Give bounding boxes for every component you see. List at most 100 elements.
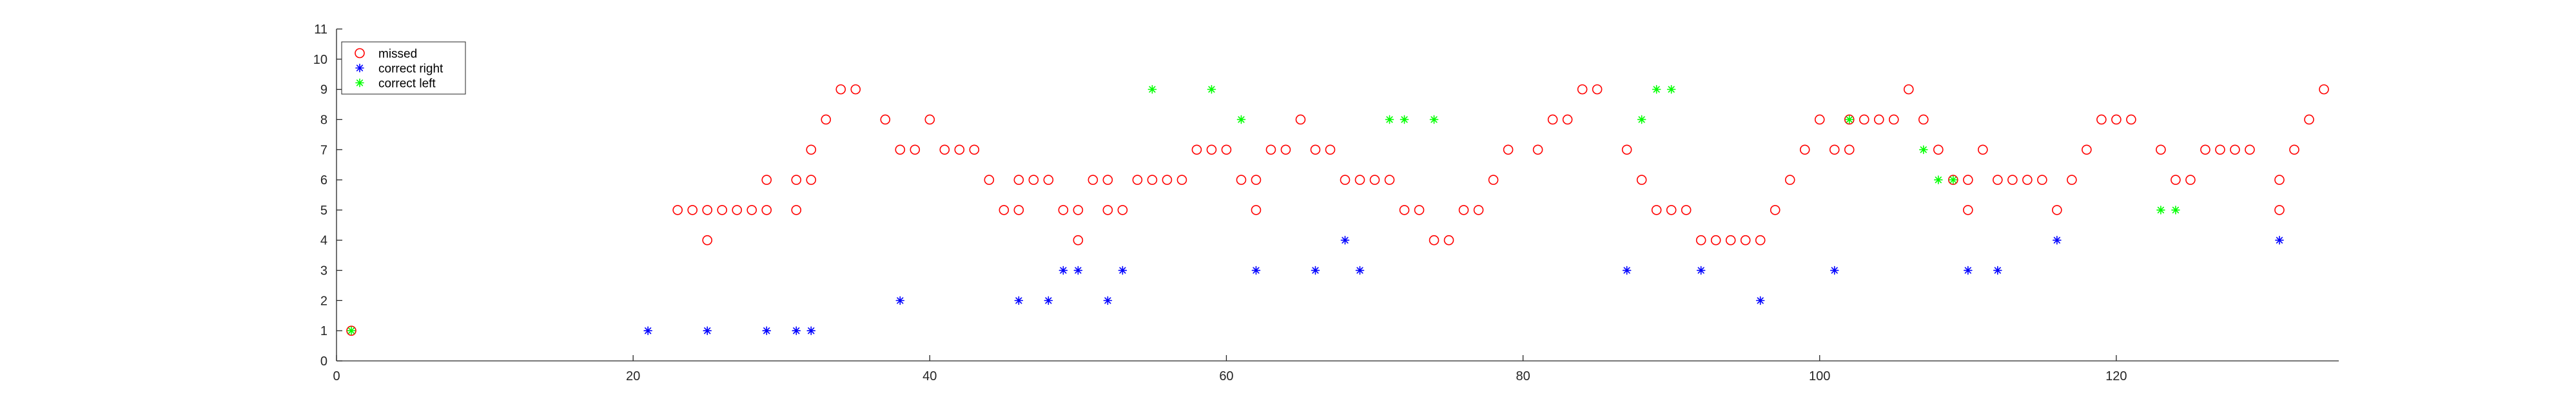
data-point (1400, 115, 1409, 124)
data-point (2037, 175, 2047, 185)
data-point (1592, 84, 1603, 95)
series-correct-right (643, 235, 2284, 335)
data-point (761, 205, 772, 215)
data-point (1088, 175, 1098, 185)
data-point (1770, 205, 1781, 215)
y-tick-label: 8 (320, 113, 327, 127)
y-tick-label: 4 (320, 234, 327, 248)
data-point (1355, 266, 1365, 275)
y-tick-label: 7 (320, 143, 327, 157)
data-point (1532, 144, 1543, 155)
data-point (1829, 144, 1840, 155)
data-point (939, 144, 950, 155)
data-point (1949, 175, 1958, 184)
data-point (895, 144, 906, 155)
data-point (1207, 84, 1216, 94)
data-point (1059, 266, 1068, 275)
data-point (346, 325, 356, 336)
data-point (1191, 144, 1202, 155)
x-tick-label: 80 (1516, 369, 1530, 383)
data-point (1044, 296, 1053, 305)
data-point (717, 205, 727, 215)
data-point (2319, 84, 2329, 95)
legend-marker (355, 48, 365, 59)
legend-label: missed (378, 48, 417, 61)
data-point (2156, 206, 2165, 215)
legend-marker (355, 78, 364, 88)
data-point (1918, 145, 1928, 155)
data-point (1622, 266, 1632, 275)
data-point (1310, 144, 1321, 155)
data-point (1414, 205, 1425, 215)
data-point (1636, 175, 1647, 185)
data-point (2067, 175, 2077, 185)
data-point (2082, 144, 2092, 155)
data-point (2200, 144, 2210, 155)
data-point (1103, 296, 1113, 305)
data-point (1385, 115, 1394, 124)
data-point (672, 205, 683, 215)
data-point (2171, 206, 2180, 215)
data-point (2230, 144, 2240, 155)
data-point (1652, 84, 1661, 94)
data-point (1755, 296, 1765, 305)
data-point (1118, 266, 1127, 275)
data-point (1340, 175, 1351, 185)
data-point (1844, 115, 1854, 124)
y-tick-label: 10 (313, 53, 327, 67)
data-point (1013, 175, 1024, 185)
data-point (687, 205, 698, 215)
x-tick-label: 0 (333, 369, 340, 383)
data-point (1058, 205, 1069, 215)
data-point (984, 175, 995, 185)
data-point (821, 114, 832, 125)
y-tick-label: 9 (320, 83, 327, 97)
data-point (1132, 175, 1143, 185)
data-point (2096, 114, 2107, 125)
data-point (702, 205, 712, 215)
data-point (1221, 144, 1232, 155)
data-point (1547, 114, 1558, 125)
series-correct-left (347, 84, 2180, 335)
data-point (1948, 175, 1958, 185)
tick-labels: 0 1 2 3 4 5 6 7 8 9 10 11 0 20 40 60 80 100 120 (313, 23, 2127, 383)
data-point (1963, 205, 1973, 215)
data-point (1147, 84, 1157, 94)
y-tick-label: 3 (320, 264, 327, 278)
data-point (702, 235, 712, 246)
data-point (1725, 235, 1736, 246)
y-tick-label: 11 (314, 23, 327, 37)
data-point (2274, 175, 2285, 185)
data-point (643, 326, 652, 335)
data-point (1963, 175, 1973, 185)
data-point (1740, 235, 1751, 246)
data-point (954, 144, 965, 155)
data-point (1311, 266, 1320, 275)
data-point (1681, 205, 1692, 215)
data-point (1073, 266, 1083, 275)
data-point (1799, 144, 1810, 155)
legend-marker (355, 63, 364, 73)
data-point (2053, 235, 2062, 245)
data-point (791, 175, 802, 185)
data-point (1993, 266, 2002, 275)
data-point (1399, 205, 1410, 215)
data-point (1621, 144, 1632, 155)
data-point (1993, 175, 2003, 185)
data-point (806, 144, 817, 155)
data-point (850, 84, 861, 95)
data-point (1014, 296, 1024, 305)
data-point (969, 144, 980, 155)
data-point (1488, 175, 1499, 185)
data-point (1265, 144, 1276, 155)
data-point (1933, 144, 1944, 155)
data-point (2289, 144, 2299, 155)
data-point (2022, 175, 2033, 185)
data-point (1028, 175, 1039, 185)
data-point (1251, 175, 1262, 185)
data-point (1369, 175, 1380, 185)
y-tick-label: 1 (320, 324, 327, 338)
data-point (999, 205, 1010, 215)
data-point (1844, 144, 1855, 155)
